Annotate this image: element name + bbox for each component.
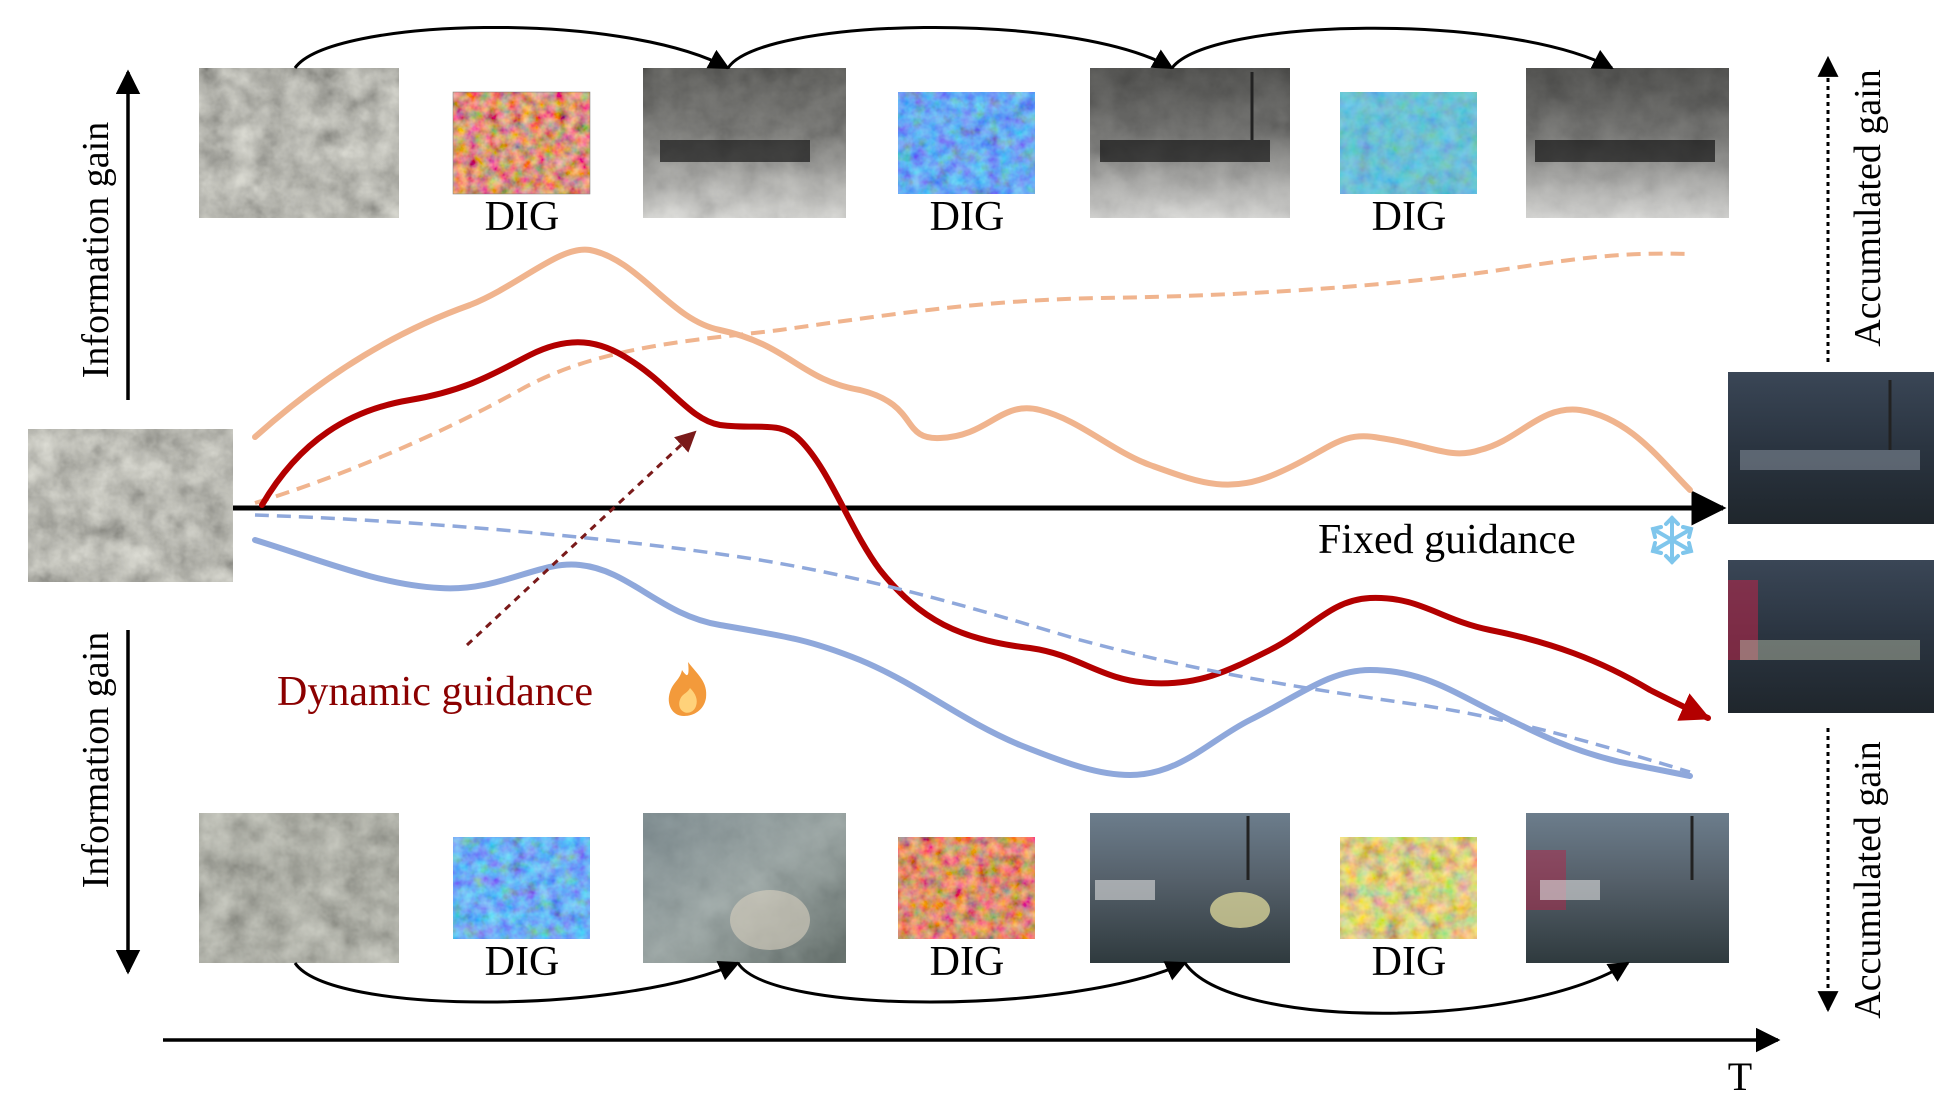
bottom-arc-1 <box>293 960 740 1004</box>
output-image-top <box>1728 372 1934 524</box>
bottom-image-noisy <box>199 813 399 963</box>
bottom-dig-heatmap-1 <box>453 837 590 939</box>
axes <box>115 55 1839 1053</box>
top-image-thermal-2 <box>1090 68 1290 218</box>
right-top-axis-label: Accumulated gain <box>1847 69 1889 347</box>
dynamic-guidance-label: Dynamic guidance <box>277 669 593 715</box>
curves <box>252 246 1711 779</box>
fixed-guidance-label: Fixed guidance <box>1318 517 1576 563</box>
right-bottom-axis-label: Accumulated gain <box>1847 741 1889 1019</box>
dynamic-guidance-pointer <box>465 430 697 647</box>
time-axis-label: T <box>1728 1054 1752 1099</box>
bottom-dig-heatmap-3 <box>1340 837 1477 939</box>
top-dig-label-2: DIG <box>930 194 1005 240</box>
output-image-bottom <box>1728 560 1934 713</box>
bottom-dig-heatmap-2 <box>898 837 1035 939</box>
top-dig-label-3: DIG <box>1372 194 1447 240</box>
bottom-image-rgb-2 <box>1090 813 1290 963</box>
blue-solid-curve <box>252 537 1693 779</box>
snowflake-icon <box>1650 515 1694 565</box>
top-dig-heatmap-2 <box>898 92 1035 194</box>
bottom-row: DIG DIG DIG <box>199 813 1729 1015</box>
red-solid-curve <box>259 339 1711 721</box>
top-dig-label-1: DIG <box>485 194 560 240</box>
bottom-arc-2 <box>736 961 1187 1004</box>
top-dig-heatmap-1 <box>452 91 591 195</box>
bottom-dig-label-1: DIG <box>485 939 560 985</box>
bottom-dig-label-3: DIG <box>1372 939 1447 985</box>
top-image-noisy <box>199 68 399 218</box>
top-image-thermal-3 <box>1526 68 1729 218</box>
top-arc-1 <box>293 26 730 70</box>
left-bottom-axis-label: Information gain <box>75 632 117 888</box>
bottom-dig-label-2: DIG <box>930 939 1005 985</box>
top-arc-2 <box>726 25 1174 70</box>
flame-icon <box>668 662 707 716</box>
top-dig-heatmap-3 <box>1340 92 1477 194</box>
bottom-image-rgb-1 <box>643 813 846 963</box>
blue-dashed-curve <box>254 513 1691 774</box>
orange-dashed-curve <box>254 251 1691 505</box>
top-row: DIG DIG DIG <box>199 25 1729 240</box>
left-top-axis-label: Information gain <box>75 122 117 378</box>
top-image-thermal-1 <box>643 68 846 218</box>
bottom-image-rgb-3 <box>1526 813 1729 963</box>
orange-solid-curve <box>252 246 1693 493</box>
top-arc-3 <box>1170 26 1614 70</box>
bottom-arc-3 <box>1183 961 1630 1015</box>
start-noise-image <box>28 429 233 582</box>
